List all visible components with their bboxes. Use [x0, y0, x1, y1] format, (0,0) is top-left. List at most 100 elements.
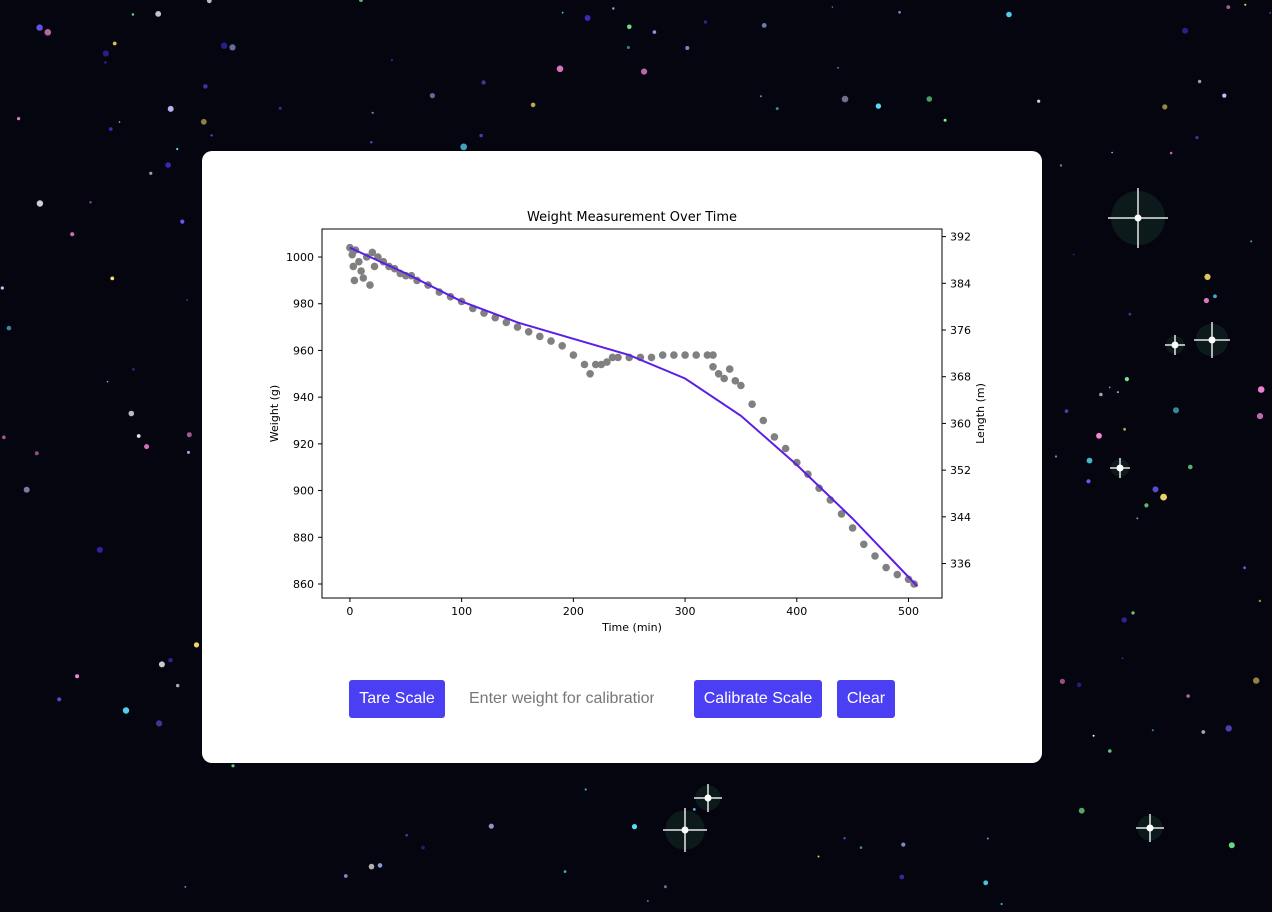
star	[1228, 842, 1235, 849]
star	[210, 134, 213, 137]
y2-tick-label: 352	[950, 464, 971, 477]
star-core	[1146, 824, 1154, 832]
star	[1250, 240, 1253, 243]
fit-line	[349, 246, 919, 587]
star	[612, 7, 615, 10]
star	[155, 11, 162, 17]
scatter-point	[882, 563, 890, 572]
x-axis-label: Time (min)	[601, 621, 662, 634]
star	[761, 23, 767, 28]
star	[530, 102, 536, 108]
scatter-point	[815, 484, 823, 493]
star	[561, 11, 564, 14]
star	[102, 50, 109, 57]
star	[692, 808, 696, 811]
tare-scale-button[interactable]: Tare Scale	[349, 680, 445, 718]
y2-tick-label: 376	[950, 324, 971, 337]
scatter-point	[759, 416, 768, 425]
star	[488, 823, 494, 829]
scatter-point	[720, 374, 728, 383]
star	[180, 219, 185, 224]
y-tick-label: 880	[293, 531, 314, 544]
star	[343, 874, 348, 878]
y2-tick-label: 360	[950, 417, 971, 430]
star	[1188, 464, 1193, 470]
clear-button[interactable]: Clear	[837, 680, 895, 718]
scatter-point	[748, 400, 756, 408]
y-tick-label: 940	[293, 391, 314, 404]
calibrate-scale-button[interactable]: Calibrate Scale	[694, 680, 822, 718]
star	[986, 837, 989, 840]
star	[118, 121, 121, 123]
star	[1203, 297, 1209, 304]
star	[481, 80, 486, 85]
scatter-point	[586, 370, 594, 378]
star	[278, 106, 282, 110]
star	[1136, 517, 1139, 520]
star	[1006, 11, 1012, 18]
star	[359, 0, 363, 2]
star	[231, 764, 235, 768]
star	[1099, 392, 1103, 397]
star	[421, 845, 425, 850]
star	[556, 65, 564, 73]
star	[1160, 493, 1167, 501]
scatter-point	[709, 351, 717, 359]
star	[1213, 294, 1217, 299]
y2-tick-label: 336	[950, 558, 971, 571]
star	[104, 61, 107, 64]
star	[1195, 136, 1199, 140]
scatter-point	[781, 444, 790, 453]
star	[1076, 682, 1082, 688]
star	[1111, 151, 1113, 154]
star	[167, 105, 174, 112]
star	[149, 171, 153, 175]
scatter-point	[681, 351, 689, 359]
star	[186, 432, 192, 438]
scatter-point	[725, 365, 734, 373]
star	[1059, 164, 1063, 167]
star	[1169, 151, 1173, 155]
scatter-point	[893, 570, 902, 579]
star	[1225, 725, 1232, 732]
star	[1222, 93, 1227, 98]
scatter-point	[350, 276, 359, 285]
star	[176, 683, 180, 688]
plot-frame	[321, 228, 943, 599]
star	[831, 6, 834, 8]
scatter-point	[357, 267, 365, 275]
star	[1204, 273, 1211, 280]
star	[229, 44, 236, 51]
scatter-point	[502, 318, 511, 327]
star	[1186, 694, 1190, 698]
star	[584, 15, 591, 21]
star	[663, 885, 667, 889]
star	[2, 435, 6, 440]
scatter-point	[569, 351, 578, 359]
y-tick-label: 920	[293, 438, 314, 451]
star	[193, 642, 200, 648]
star	[156, 720, 163, 727]
star	[200, 118, 207, 125]
star	[1037, 99, 1041, 103]
star	[1152, 486, 1159, 493]
star	[1256, 413, 1264, 420]
star	[203, 84, 208, 89]
star	[0, 286, 4, 290]
star	[1253, 677, 1260, 684]
scatter-point	[770, 433, 779, 441]
star	[1201, 730, 1206, 734]
calibration-weight-input[interactable]	[459, 680, 654, 718]
star	[165, 162, 171, 168]
star	[57, 697, 62, 702]
star	[1226, 5, 1231, 9]
star	[132, 367, 135, 371]
star	[136, 434, 141, 438]
star	[187, 450, 190, 454]
star	[44, 29, 52, 36]
star-core	[1134, 214, 1142, 222]
scatter-point	[366, 281, 374, 289]
star	[943, 118, 947, 122]
star	[775, 107, 779, 111]
star	[841, 95, 849, 103]
